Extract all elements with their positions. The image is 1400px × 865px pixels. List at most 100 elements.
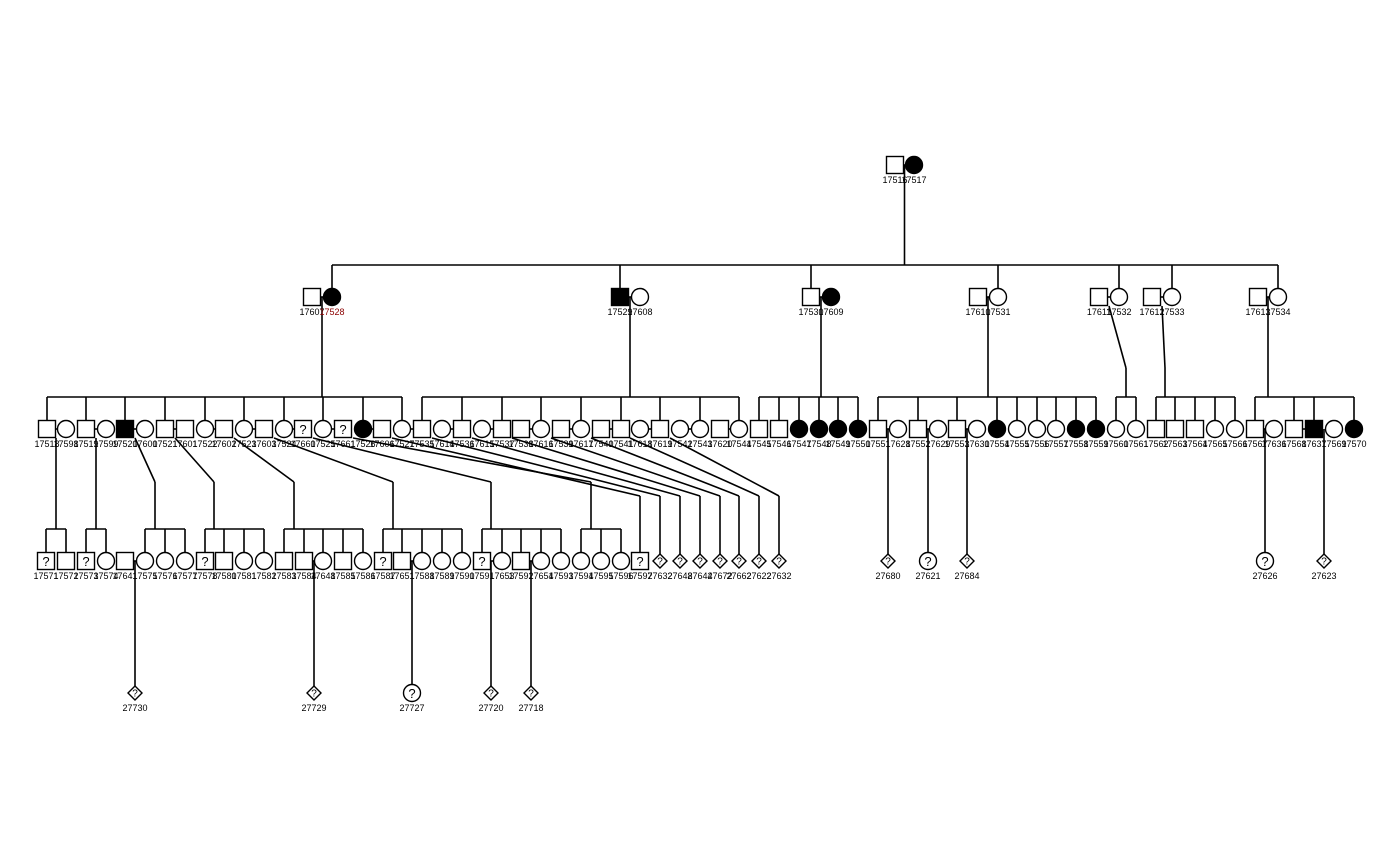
connector-line bbox=[669, 437, 780, 497]
individual-17608: 17608 bbox=[627, 287, 653, 317]
unknown-status-mark: ? bbox=[132, 689, 138, 700]
individual-id-label: 17603 bbox=[251, 439, 276, 449]
individual-id-label: 17526 bbox=[350, 439, 375, 449]
individual-id-label: 27684 bbox=[954, 571, 979, 581]
female-circle-symbol bbox=[195, 419, 215, 439]
female-circle-symbol bbox=[1255, 551, 1275, 571]
individual-id-label: 27720 bbox=[478, 703, 503, 713]
male-square-symbol bbox=[551, 419, 571, 439]
female-circle-symbol bbox=[531, 419, 551, 439]
male-square-symbol bbox=[1089, 287, 1109, 307]
individual-17554: 17554 bbox=[984, 419, 1010, 449]
individual-id-label: 17533 bbox=[1159, 307, 1184, 317]
individual-17578: ? 17578 bbox=[192, 551, 218, 581]
unknown-sex-diamond-symbol bbox=[483, 685, 499, 701]
male-square-symbol bbox=[36, 551, 56, 571]
female-circle-symbol bbox=[155, 551, 175, 571]
individual-id-label: 27626 bbox=[1252, 571, 1277, 581]
individual-id-label: 17609 bbox=[818, 307, 843, 317]
individual-17594: 17594 bbox=[568, 551, 594, 581]
connector-line bbox=[1161, 305, 1166, 369]
female-circle-symbol bbox=[175, 551, 195, 571]
individual-17531: 17531 bbox=[985, 287, 1011, 317]
individual-id-label: 17591 bbox=[469, 571, 494, 581]
male-square-symbol bbox=[908, 419, 928, 439]
unknown-status-mark: ? bbox=[776, 557, 782, 568]
individual-17562: 17562 bbox=[1143, 419, 1169, 449]
individual-id-label: 17592 bbox=[508, 571, 533, 581]
individual-17551: 17551 bbox=[865, 419, 891, 449]
female-circle-symbol bbox=[392, 419, 412, 439]
female-circle-symbol bbox=[135, 551, 155, 571]
individual-17598: 17598 bbox=[53, 419, 79, 449]
individual-27727: ? 27727 bbox=[399, 683, 425, 713]
individual-17580: 17580 bbox=[211, 551, 237, 581]
individual-17557: 17557 bbox=[1043, 419, 1069, 449]
individual-17590: 17590 bbox=[449, 551, 475, 581]
unknown-status-mark: ? bbox=[408, 686, 415, 701]
male-square-symbol bbox=[1165, 419, 1185, 439]
unknown-sex-diamond-symbol bbox=[880, 553, 896, 569]
individual-id-label: 17578 bbox=[192, 571, 217, 581]
male-square-symbol bbox=[472, 551, 492, 571]
individual-17535: 17535 bbox=[409, 419, 435, 449]
individual-17521: 17521 bbox=[152, 419, 178, 449]
individual-id-label: 17593 bbox=[548, 571, 573, 581]
unknown-status-mark: ? bbox=[311, 689, 317, 700]
individual-id-label: 27680 bbox=[875, 571, 900, 581]
female-circle-symbol bbox=[918, 551, 938, 571]
individual-27672: ? 27672 bbox=[707, 553, 733, 581]
individual-17559: 17559 bbox=[1083, 419, 1109, 449]
individual-id-label: 17550 bbox=[845, 439, 870, 449]
connector-line bbox=[312, 437, 492, 483]
individual-id-label: 17661 bbox=[330, 439, 355, 449]
male-square-symbol bbox=[947, 419, 967, 439]
individual-id-label: 17557 bbox=[1043, 439, 1068, 449]
individual-id-label: 27621 bbox=[915, 571, 940, 581]
individual-id-label: 17568 bbox=[1281, 439, 1306, 449]
individual-id-label: 17610 bbox=[965, 307, 990, 317]
unknown-status-mark: ? bbox=[677, 557, 683, 568]
individual-17569: 17569 bbox=[1321, 419, 1347, 449]
connector-line bbox=[590, 437, 740, 497]
individual-17564: 17564 bbox=[1182, 419, 1208, 449]
male-square-symbol bbox=[333, 419, 353, 439]
connector-line bbox=[134, 437, 156, 483]
female-circle-symbol bbox=[904, 155, 924, 175]
individual-id-label: 27632 bbox=[647, 571, 672, 581]
individual-id-label: 17588 bbox=[409, 571, 434, 581]
individual-17544: 17544 bbox=[726, 419, 752, 449]
individual-id-label: 17552 bbox=[905, 439, 930, 449]
individual-id-label: 17630 bbox=[964, 439, 989, 449]
individual-17636: 17636 bbox=[1261, 419, 1287, 449]
female-circle-symbol bbox=[848, 419, 868, 439]
individual-17524: 17524 bbox=[271, 419, 297, 449]
generation-3: 1751817598175191759917520176001752117601… bbox=[34, 419, 1367, 449]
individual-17612: 17612 bbox=[1139, 287, 1165, 317]
individual-id-label: 17566 bbox=[1222, 439, 1247, 449]
individual-17588: 17588 bbox=[409, 551, 435, 581]
individual-id-label: 17575 bbox=[132, 571, 157, 581]
connector-line bbox=[174, 437, 215, 483]
individual-17552: 17552 bbox=[905, 419, 931, 449]
individual-17648: 17648 bbox=[310, 551, 336, 581]
individual-17566: 17566 bbox=[1222, 419, 1248, 449]
individual-17595: 17595 bbox=[588, 551, 614, 581]
female-circle-symbol bbox=[531, 551, 551, 571]
individual-id-label: 17597 bbox=[627, 571, 652, 581]
individual-17553: 17553 bbox=[944, 419, 970, 449]
individual-id-label: 17563 bbox=[1162, 439, 1187, 449]
individual-id-label: 27727 bbox=[399, 703, 424, 713]
female-circle-symbol bbox=[670, 419, 690, 439]
individual-17545: 17545 bbox=[746, 419, 772, 449]
unknown-status-mark: ? bbox=[756, 557, 762, 568]
female-circle-symbol bbox=[828, 419, 848, 439]
individual-17519: 17519 bbox=[73, 419, 99, 449]
individual-id-label: 17544 bbox=[726, 439, 751, 449]
individual-id-label: 17606 bbox=[369, 439, 394, 449]
individual-id-label: 17637 bbox=[1301, 439, 1326, 449]
individual-17576: 17576 bbox=[152, 551, 178, 581]
individual-id-label: 17571 bbox=[33, 571, 58, 581]
female-circle-symbol bbox=[571, 419, 591, 439]
individual-27662: ? 27662 bbox=[726, 553, 752, 581]
